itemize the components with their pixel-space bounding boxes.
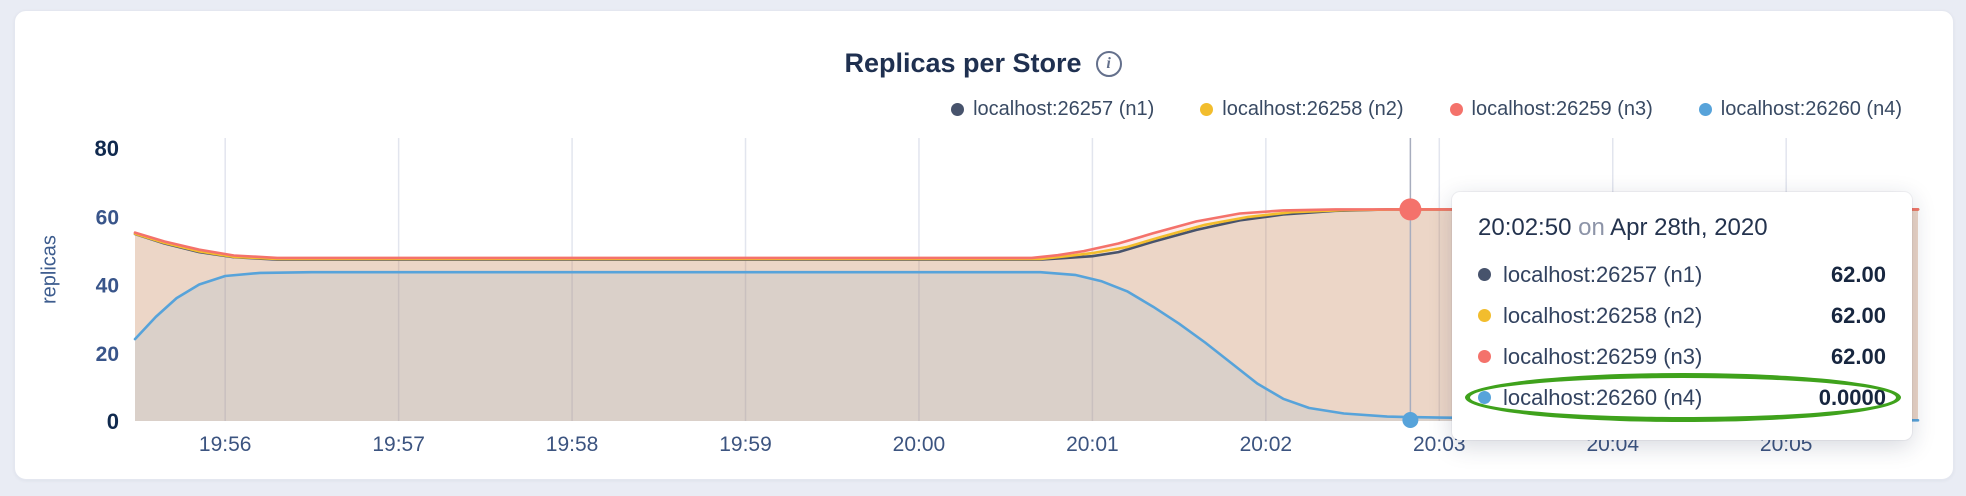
x-tick-label: 19:56 bbox=[199, 433, 252, 456]
tooltip-timestamp: 20:02:50 on Apr 28th, 2020 bbox=[1478, 214, 1886, 242]
legend-series-dot bbox=[1200, 103, 1214, 116]
tooltip-series-dot bbox=[1478, 309, 1491, 322]
tooltip-time: 20:02:50 bbox=[1478, 214, 1572, 241]
series-area bbox=[135, 272, 1918, 421]
legend-series-dot bbox=[1449, 103, 1463, 116]
tooltip-row: localhost:26258 (n2) 62.00 bbox=[1478, 295, 1886, 336]
chart-header: Replicas per Store i bbox=[0, 48, 1966, 79]
x-tick-label: 20:00 bbox=[893, 433, 946, 456]
legend-item[interactable]: localhost:26257 (n1) bbox=[951, 98, 1154, 121]
legend-series-label: localhost:26257 (n1) bbox=[973, 98, 1155, 120]
tooltip-series-value: 62.00 bbox=[1830, 343, 1886, 369]
y-axis-label: replicas bbox=[38, 235, 61, 305]
tooltip-series-value: 62.00 bbox=[1830, 302, 1886, 328]
legend-series-label: localhost:26259 (n3) bbox=[1471, 98, 1653, 120]
tooltip-series-label: localhost:26257 (n1) bbox=[1503, 261, 1703, 287]
y-tick-label: 0 bbox=[107, 409, 119, 434]
tooltip-series-value: 62.00 bbox=[1830, 261, 1886, 287]
x-tick-label: 20:03 bbox=[1413, 433, 1466, 456]
info-icon[interactable]: i bbox=[1095, 50, 1122, 77]
tooltip-row: localhost:26259 (n3) 62.00 bbox=[1478, 336, 1886, 377]
x-tick-label: 19:57 bbox=[372, 433, 425, 456]
legend-series-dot bbox=[951, 103, 965, 116]
tooltip-series-dot bbox=[1478, 268, 1491, 281]
legend-series-label: localhost:26258 (n2) bbox=[1222, 98, 1404, 120]
legend-item[interactable]: localhost:26258 (n2) bbox=[1200, 98, 1404, 121]
page-title: Replicas per Store bbox=[844, 48, 1082, 78]
x-tick-label: 20:02 bbox=[1240, 433, 1293, 456]
tooltip-series-label: localhost:26260 (n4) bbox=[1503, 384, 1703, 410]
tooltip-on-word: on bbox=[1578, 214, 1605, 241]
series-line bbox=[133, 208, 1920, 260]
x-tick-label: 20:01 bbox=[1066, 433, 1119, 456]
tooltip-rows: localhost:26257 (n1) 62.00 localhost:26258… bbox=[1465, 254, 1901, 422]
hover-marker bbox=[1399, 198, 1422, 221]
legend-item[interactable]: localhost:26260 (n4) bbox=[1698, 98, 1902, 121]
tooltip-series-dot bbox=[1478, 391, 1491, 404]
chart-tooltip: 20:02:50 on Apr 28th, 2020 localhost:262… bbox=[1452, 192, 1912, 440]
legend-series-dot bbox=[1698, 103, 1712, 116]
tooltip-series-dot bbox=[1478, 350, 1491, 363]
legend-series-label: localhost:26260 (n4) bbox=[1720, 98, 1902, 120]
tooltip-row: localhost:26260 (n4) 0.0000 bbox=[1465, 373, 1901, 422]
y-tick-label: 20 bbox=[96, 343, 119, 366]
x-tick-label: 19:58 bbox=[546, 433, 599, 456]
tooltip-series-value: 0.0000 bbox=[1818, 384, 1886, 410]
tooltip-row: localhost:26257 (n1) 62.00 bbox=[1478, 254, 1886, 295]
tooltip-date: Apr 28th, 2020 bbox=[1610, 214, 1768, 241]
tooltip-series-label: localhost:26259 (n3) bbox=[1503, 343, 1703, 369]
legend-item[interactable]: localhost:26259 (n3) bbox=[1449, 98, 1653, 121]
y-tick-label: 40 bbox=[96, 275, 119, 298]
tooltip-series-label: localhost:26258 (n2) bbox=[1503, 302, 1703, 328]
y-tick-label: 60 bbox=[96, 206, 119, 229]
y-tick-label: 80 bbox=[95, 136, 119, 161]
series-line bbox=[133, 270, 1920, 422]
x-tick-label: 19:59 bbox=[719, 433, 772, 456]
legend: localhost:26257 (n1) localhost:26258 (n2)… bbox=[951, 98, 1902, 121]
hover-marker bbox=[1402, 411, 1419, 428]
